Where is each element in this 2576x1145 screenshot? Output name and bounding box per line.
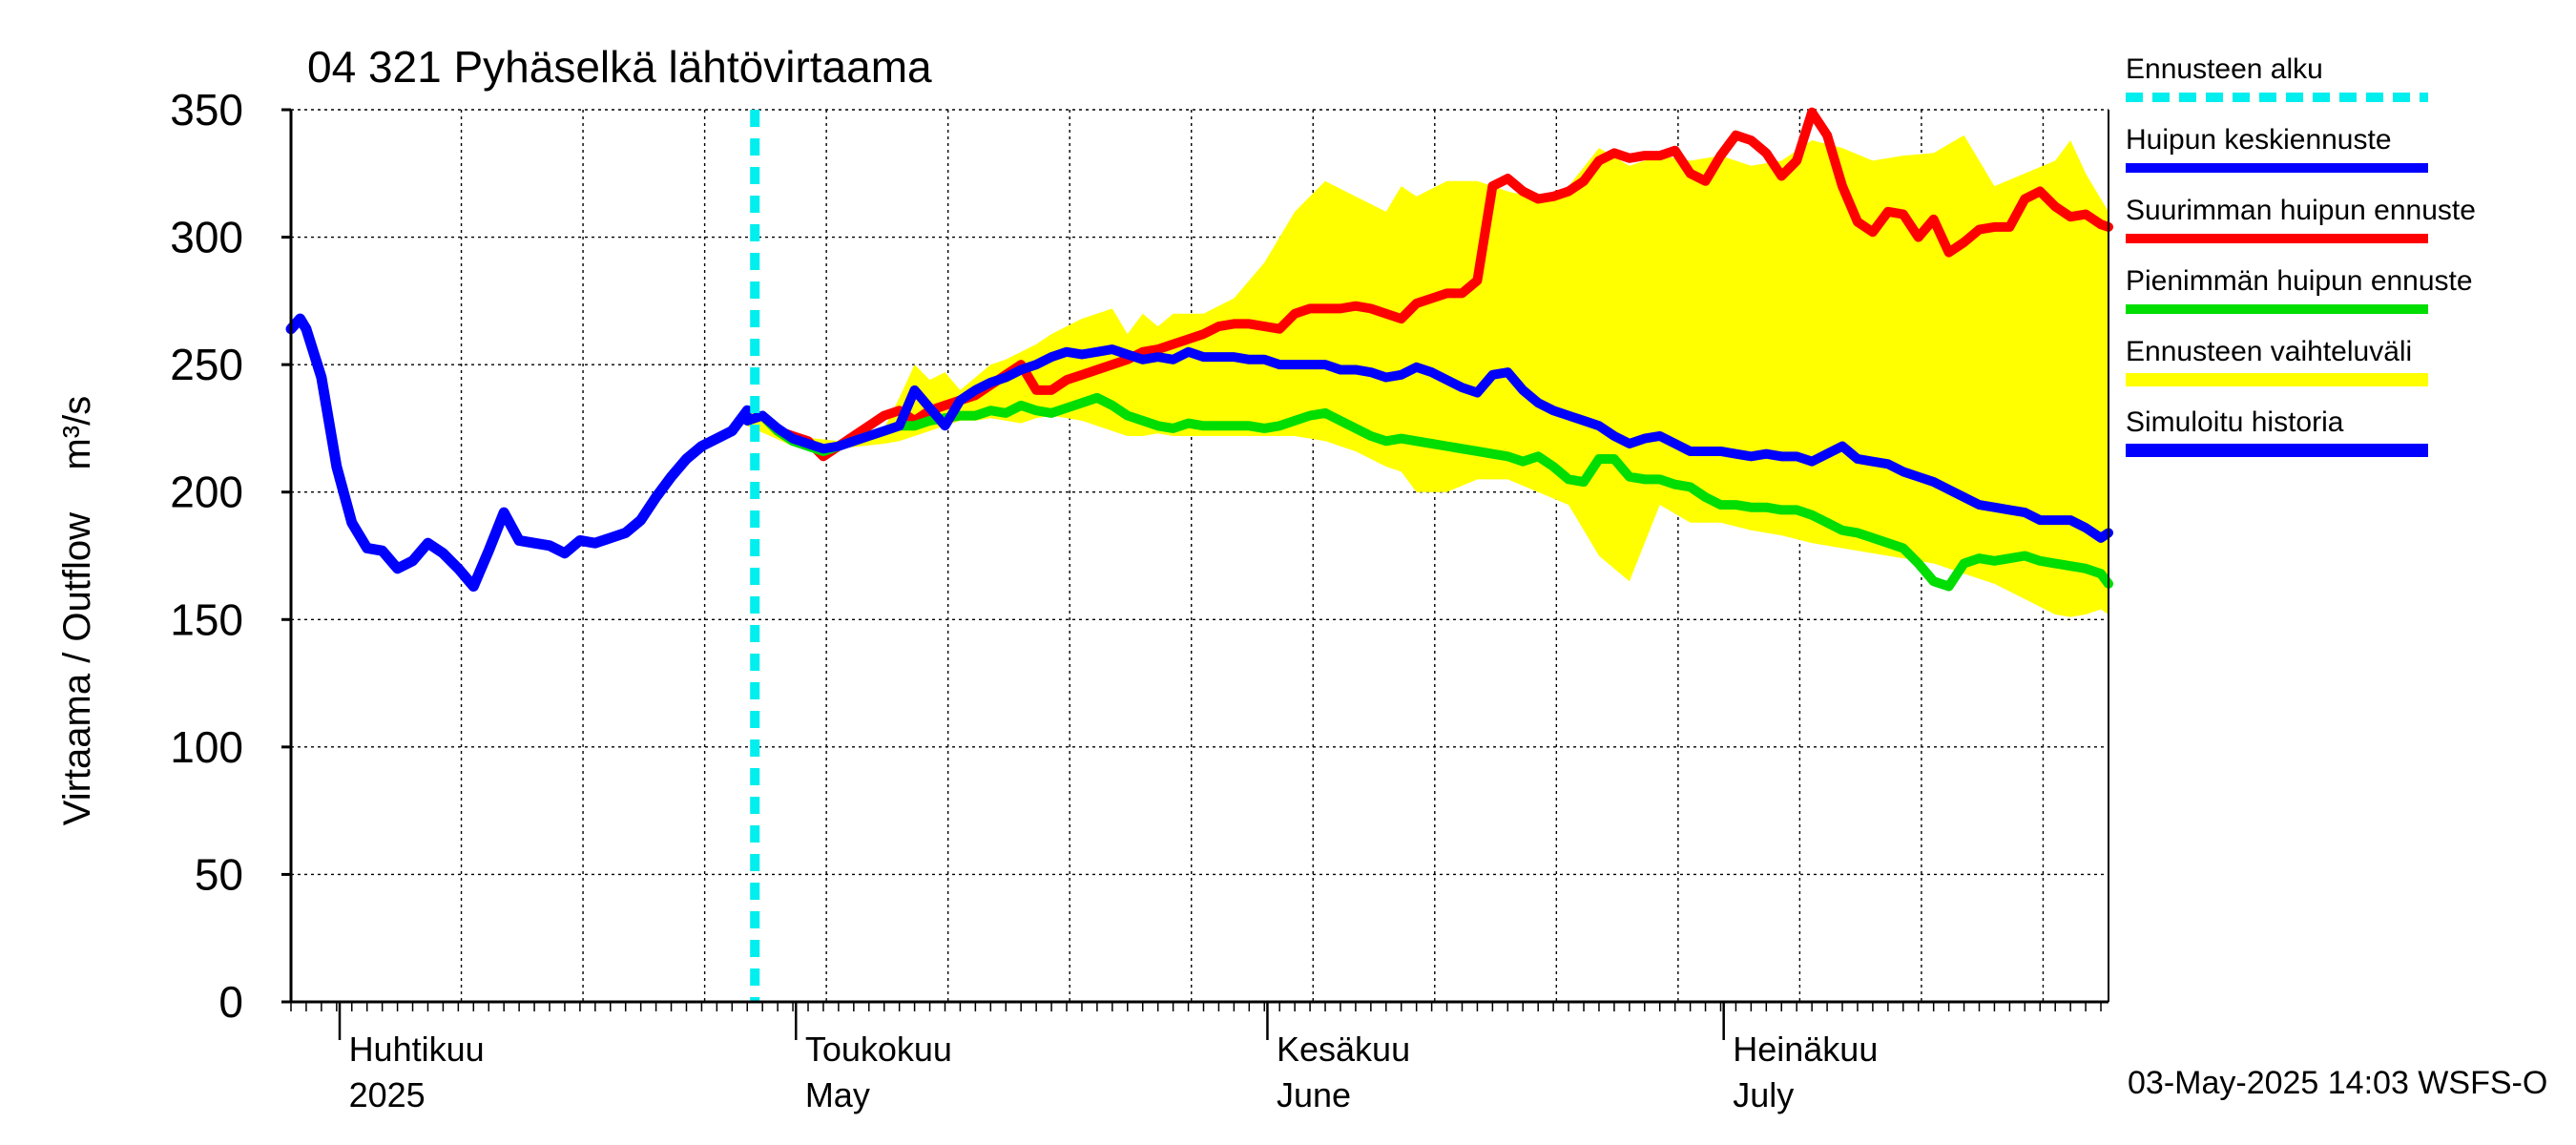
y-tick-label: 200: [170, 468, 243, 517]
x-month-label: Huhtikuu: [349, 1030, 485, 1069]
frame-layer: [289, 110, 2109, 1004]
x-month-sublabel: July: [1733, 1075, 1794, 1114]
y-axis-label: Virtaama / Outflow m³/s: [56, 396, 98, 826]
legend-label: Ennusteen alku: [2126, 53, 2323, 85]
forecast-band-layer: [747, 135, 2109, 617]
y-tick-label: 150: [170, 594, 243, 644]
legend-label: Suurimman huipun ennuste: [2126, 195, 2476, 226]
y-tick-label: 300: [170, 213, 243, 262]
series-pienimm-n-huipun-ennuste: [742, 392, 2113, 592]
axis-layer: 0 50 100 150 200 250 300 350 Huhtikuu 2025 Toukoku…: [170, 85, 2102, 1114]
forecast-band: [747, 135, 2109, 617]
legend-label: Huipun keskiennuste: [2126, 124, 2392, 156]
y-tick-label: 100: [170, 722, 243, 772]
x-month-label: Heinäkuu: [1733, 1030, 1878, 1069]
y-tick-label: 350: [170, 85, 243, 135]
series-simuloitu-historia: [285, 313, 753, 593]
x-month-label: Toukokuu: [805, 1030, 952, 1069]
legend-label: Pienimmän huipun ennuste: [2126, 265, 2473, 297]
legend-label: Simuloitu historia: [2126, 406, 2344, 438]
x-month-label: Kesäkuu: [1277, 1030, 1410, 1069]
chart-title: 04 321 Pyhäselkä lähtövirtaama: [307, 42, 932, 92]
legend-label: Ennusteen vaihteluväli: [2126, 336, 2412, 367]
series-layer: [285, 107, 2113, 1002]
x-month-sublabel: June: [1277, 1075, 1351, 1114]
y-tick-label: 250: [170, 340, 243, 389]
series-huipun-keskiennuste: [742, 344, 2113, 543]
x-month-sublabel: May: [805, 1075, 870, 1114]
legend: Ennusteen alku Huipun keskiennuste Suurimm…: [2126, 53, 2476, 457]
y-tick-label: 0: [218, 977, 243, 1027]
x-month-sublabel: 2025: [349, 1075, 426, 1114]
y-tick-label: 50: [195, 849, 243, 899]
timestamp: 03-May-2025 14:03 WSFS-O: [2128, 1065, 2547, 1101]
